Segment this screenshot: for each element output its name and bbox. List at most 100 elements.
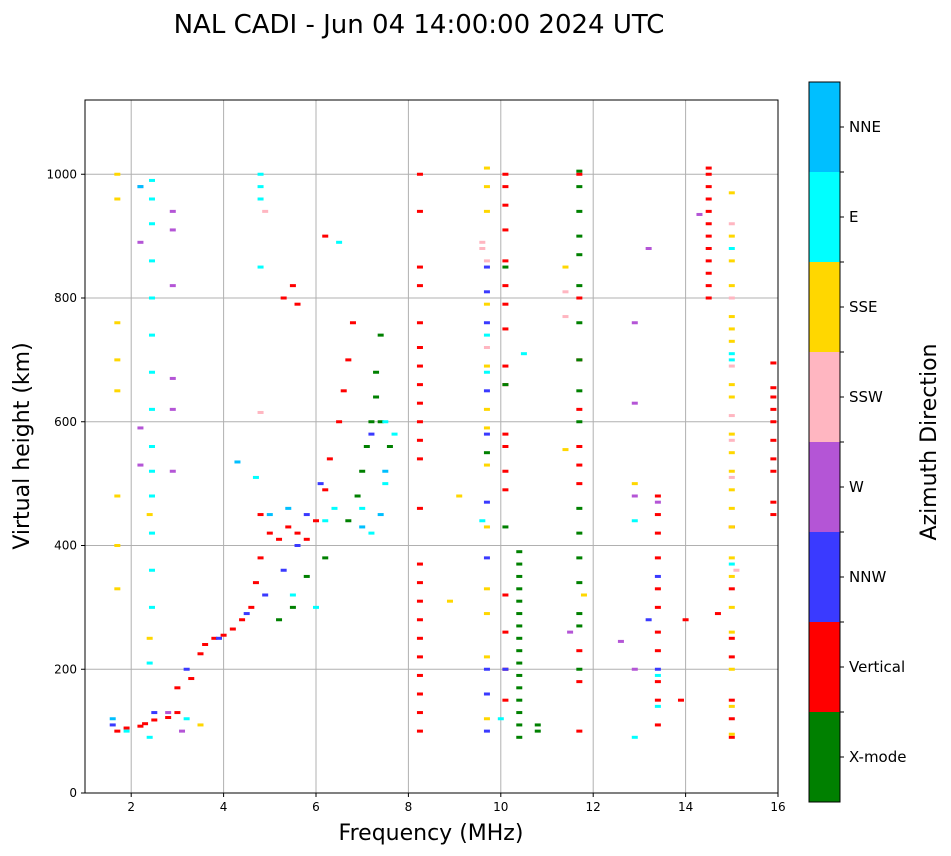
colorbar-segment <box>809 622 840 712</box>
echo-point-vertical <box>502 364 509 368</box>
echo-point-sse <box>114 494 121 498</box>
echo-point-vertical <box>345 358 352 362</box>
echo-point-vertical <box>770 500 777 504</box>
echo-point-x-mode <box>576 531 583 535</box>
echo-point-nnw <box>368 432 375 436</box>
echo-point-x-mode <box>345 519 352 523</box>
echo-point-vertical <box>728 636 735 640</box>
echo-point-x-mode <box>377 420 384 424</box>
echo-point-vertical <box>576 296 583 300</box>
echo-point-vertical <box>416 692 423 696</box>
echo-point-vertical <box>416 265 423 269</box>
echo-point-vertical <box>654 649 661 653</box>
echo-point-vertical <box>770 420 777 424</box>
echo-point-vertical <box>416 673 423 677</box>
colorbar-tick-label: SSW <box>849 388 883 406</box>
echo-point-vertical <box>220 633 227 637</box>
echo-point-e <box>148 222 155 226</box>
echo-point-vertical <box>502 432 509 436</box>
echo-point-e <box>252 475 259 479</box>
echo-point-vertical <box>654 556 661 560</box>
echo-point-sse <box>728 395 735 399</box>
echo-point-e <box>148 407 155 411</box>
echo-point-vertical <box>313 519 319 523</box>
echo-point-x-mode <box>377 333 384 337</box>
echo-point-vertical <box>705 222 712 226</box>
echo-point-e <box>654 673 661 677</box>
echo-point-vertical <box>654 723 661 727</box>
echo-point-sse <box>728 339 735 343</box>
echo-point-e <box>631 519 638 523</box>
echo-point-e <box>483 370 490 374</box>
echo-point-nnw <box>483 389 490 393</box>
echo-point-sse <box>728 327 735 331</box>
echo-point-sse <box>728 667 735 671</box>
y-tick-label: 1000 <box>46 167 77 181</box>
echo-point-vertical <box>303 537 310 541</box>
echo-point-x-mode <box>576 581 583 585</box>
echo-point-x-mode <box>502 383 509 387</box>
echo-point-nnw <box>262 593 269 597</box>
echo-point-vertical <box>416 401 423 405</box>
echo-point-ssw <box>728 475 735 479</box>
x-axis: 2 4 6 8 10 12 14 16 <box>127 793 786 814</box>
echo-point-vertical <box>502 203 509 207</box>
echo-point-e <box>483 333 490 337</box>
echo-point-vertical <box>197 652 204 656</box>
echo-point-vertical <box>322 488 329 492</box>
echo-point-e <box>148 333 155 337</box>
echo-point-x-mode <box>576 420 583 424</box>
echo-point-vertical <box>285 525 292 529</box>
echo-point-e <box>148 469 155 473</box>
echo-point-vertical <box>728 735 735 739</box>
echo-point-sse <box>728 556 735 560</box>
echo-point-x-mode <box>373 395 380 399</box>
echo-point-vertical <box>416 618 423 622</box>
y-tick-label: 800 <box>54 291 77 305</box>
echo-point-vertical <box>257 556 264 560</box>
echo-point-vertical <box>654 680 661 684</box>
echo-point-vertical <box>349 321 356 325</box>
echo-point-vertical <box>654 587 661 591</box>
echo-point-vertical <box>502 445 509 448</box>
colorbar-tick-label: NNW <box>849 568 886 586</box>
echo-point-e <box>728 358 735 362</box>
echo-point-vertical <box>416 636 423 640</box>
echo-point-x-mode <box>576 556 583 560</box>
echo-point-vertical <box>416 581 423 585</box>
echo-point-e <box>146 735 153 739</box>
echo-point-sse <box>483 525 490 529</box>
echo-point-x-mode <box>576 506 583 510</box>
echo-point-sse <box>483 612 490 616</box>
echo-point-vertical <box>416 711 423 715</box>
echo-point-e <box>148 605 155 609</box>
echo-point-e <box>148 296 155 300</box>
echo-point-nne <box>234 460 241 464</box>
echo-point-vertical <box>705 209 712 213</box>
echo-point-nne <box>377 513 384 517</box>
echo-point-x-mode <box>386 445 393 448</box>
echo-point-nnw <box>483 500 490 504</box>
echo-point-vertical <box>705 284 712 288</box>
echo-point-vertical <box>770 469 777 473</box>
x-tick-label: 14 <box>678 800 693 814</box>
echo-point-sse <box>483 655 490 659</box>
echo-point-vertical <box>239 618 246 622</box>
echo-point-nne <box>359 525 366 529</box>
echo-point-e <box>148 259 155 263</box>
grid <box>85 100 779 794</box>
echo-point-nnw <box>483 321 490 325</box>
echo-point-x-mode <box>576 234 583 238</box>
echo-point-e <box>359 506 366 510</box>
echo-point-e <box>391 432 398 436</box>
echo-point-vertical <box>502 172 509 176</box>
echo-point-e <box>368 531 375 535</box>
echo-point-vertical <box>714 612 721 616</box>
echo-point-vertical <box>416 172 423 176</box>
echo-point-w <box>631 494 638 498</box>
echo-point-x-mode <box>516 624 523 628</box>
echo-point-x-mode <box>368 420 375 424</box>
echo-point-nne <box>109 717 116 721</box>
echo-point-vertical <box>266 531 273 535</box>
